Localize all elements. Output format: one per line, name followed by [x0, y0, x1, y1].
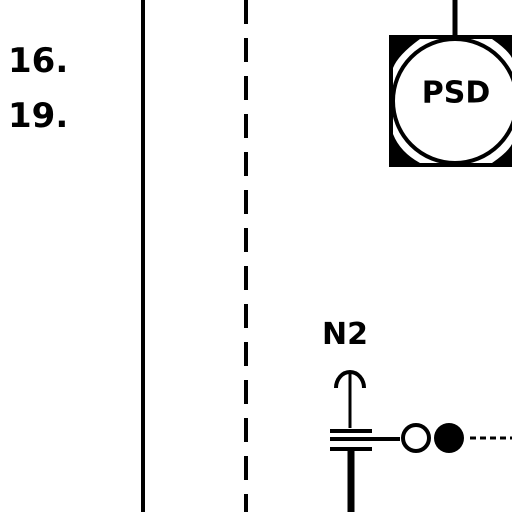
- connector: [401, 423, 512, 453]
- open-connector-circle: [401, 423, 431, 453]
- n2-label: N2: [322, 317, 368, 352]
- psd-label: PSD: [422, 76, 491, 111]
- psd-corner-bl: [393, 134, 420, 163]
- filled-connector-circle: [434, 423, 464, 453]
- psd-circle: [391, 37, 512, 165]
- psd-corner-br: [492, 144, 512, 163]
- psd-corner-tr: [492, 39, 512, 58]
- reference-number-16: 16.: [8, 41, 68, 81]
- psd-component: PSD: [389, 0, 512, 167]
- reference-number-19: 19.: [8, 96, 68, 136]
- n2-valve-symbol: [330, 370, 400, 512]
- psd-corner-tl: [393, 39, 420, 68]
